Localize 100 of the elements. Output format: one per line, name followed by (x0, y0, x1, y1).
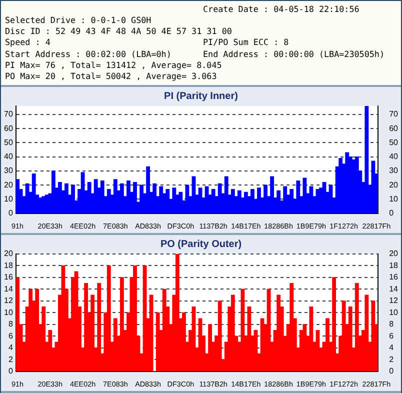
y-tick-label: 2 (8, 354, 14, 364)
y-tick-label: 70 (4, 110, 14, 119)
bar (185, 184, 190, 214)
bar (354, 283, 359, 372)
bar (172, 188, 176, 214)
bar (250, 189, 254, 214)
y-tick-label: 0 (8, 366, 14, 376)
bar (152, 183, 157, 214)
bar (126, 180, 130, 214)
y2-tick-label: 14 (389, 284, 399, 294)
bar (364, 294, 369, 372)
y2-tick-label: 70 (389, 110, 399, 119)
y2-tick-label: 10 (389, 194, 399, 204)
bar (106, 265, 111, 372)
y2-tick-label: 20 (389, 180, 399, 190)
text: End Address : 00:00:00 (LBA=230505h) (203, 48, 386, 60)
bar (364, 106, 369, 214)
bar (208, 324, 212, 372)
bar (276, 190, 281, 214)
bar (230, 294, 235, 372)
text: Create Date : 04-05-18 22:10:56 (203, 4, 360, 16)
bar (146, 166, 150, 214)
bar (371, 160, 376, 214)
bar (332, 277, 336, 372)
bar (290, 283, 294, 372)
bar (302, 178, 307, 214)
y-tick-label: 18 (4, 260, 14, 270)
bar (133, 182, 137, 214)
y2-tick-label: 20 (389, 249, 399, 258)
bar (296, 180, 300, 214)
y-tick-label: 14 (4, 284, 14, 294)
y2-tick-label: 12 (389, 296, 399, 306)
y2-tick-label: 50 (389, 138, 399, 147)
y-tick-label: 60 (4, 124, 14, 133)
bar (64, 183, 68, 214)
bar (71, 184, 75, 214)
y-tick-label: 0 (8, 208, 14, 218)
y2-tick-label: 18 (389, 260, 399, 270)
bar (84, 283, 88, 372)
text: Start Address : 00:02:00 (LBA=0h) (5, 48, 172, 60)
y2-tick-label: 30 (389, 166, 399, 176)
y-tick-label: 40 (4, 152, 14, 162)
y-tick-label: 10 (4, 308, 14, 317)
y2-tick-label: 60 (389, 124, 399, 133)
text: Selected Drive : 0-0-1-0 GS0H (5, 15, 152, 26)
bar (58, 182, 62, 214)
y2-tick-label: 2 (389, 354, 394, 364)
bar (133, 265, 137, 372)
bar (159, 186, 164, 214)
bar (270, 176, 274, 214)
bar (290, 189, 294, 214)
y2-tick-label: 0 (389, 366, 394, 376)
y2-tick-label: 0 (389, 208, 394, 218)
bar (276, 294, 281, 372)
y2-tick-label: 6 (389, 331, 394, 340)
text: PO Max= 20 , Total= 50042 , Average= 3.063 (5, 70, 218, 82)
y-tick-label: 30 (4, 166, 14, 176)
bar (166, 189, 170, 214)
bar (28, 288, 33, 372)
y2-tick-label: 16 (389, 272, 399, 282)
bar (302, 324, 307, 372)
bar (120, 277, 124, 372)
bar (309, 186, 314, 214)
y-tick-label: 10 (4, 194, 14, 204)
bar (48, 330, 52, 372)
bar (90, 294, 95, 372)
text: Speed : 4 (5, 37, 52, 49)
bar (338, 158, 343, 214)
y-tick-label: 4 (8, 343, 14, 352)
bar (35, 288, 40, 372)
bar (264, 184, 268, 214)
bar (309, 306, 314, 372)
bar (140, 184, 144, 214)
bar (371, 300, 376, 372)
y2-tick-label: 4 (389, 343, 394, 352)
bar (348, 306, 352, 372)
y-tick-label: 50 (4, 138, 14, 147)
bar (42, 306, 46, 372)
bar (175, 254, 180, 372)
y-tick-label: 12 (4, 296, 14, 306)
text: PI/PO Sum ECC : 8 (203, 37, 290, 49)
y2-tick-label: 40 (389, 152, 399, 162)
y2-tick-label: 10 (389, 308, 399, 317)
text: PI Max= 76 , Total= 131412 , Average= 8.045 (5, 60, 223, 71)
bar (97, 283, 102, 372)
bar (326, 318, 330, 372)
text: Disc ID : 52 49 43 4F 48 4A 50 4E 57 31 31 00 (5, 26, 233, 38)
bar (247, 306, 252, 372)
y2-tick-label: 8 (389, 320, 394, 329)
bar (283, 186, 288, 214)
y-tick-label: 6 (8, 331, 14, 340)
bar (120, 183, 124, 214)
bar (149, 294, 154, 372)
y-tick-label: 16 (4, 272, 14, 282)
y-tick-label: 20 (4, 249, 14, 258)
chart-title: PO (Parity Outer) (160, 238, 242, 250)
chart-title: PI (Parity Inner) (164, 90, 238, 102)
bar (257, 188, 261, 214)
bar (178, 192, 183, 214)
bar (16, 277, 20, 372)
